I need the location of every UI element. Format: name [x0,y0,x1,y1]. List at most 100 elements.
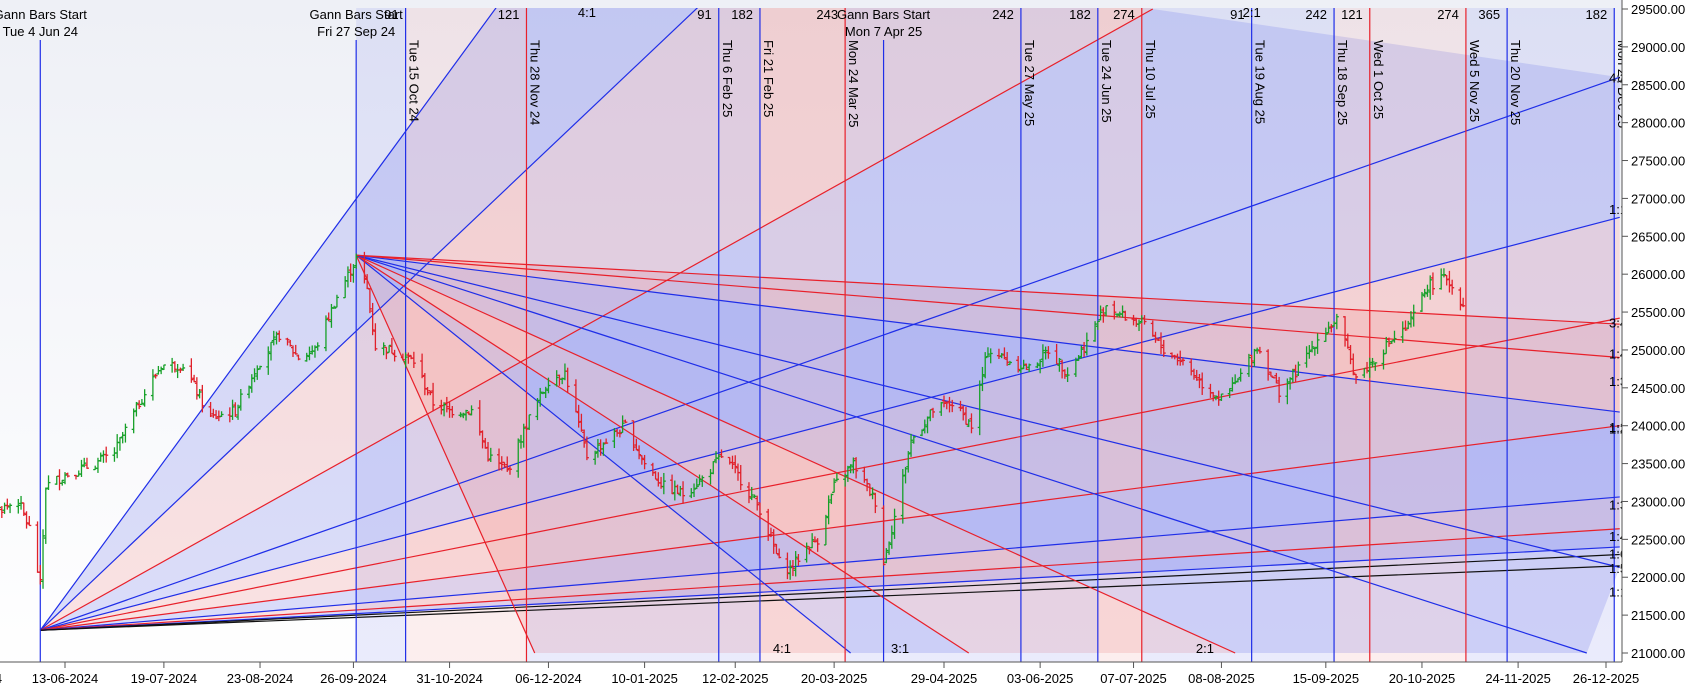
price-bar [546,377,551,394]
gann-start-title-1: Gann Bars Start [310,7,404,22]
price-bar [233,402,238,418]
price-bar [1142,315,1147,325]
fan-0-line-2[interactable] [39,8,1154,631]
price-bar [1334,313,1339,330]
price-bar [43,487,48,544]
cycle-band-1 [405,8,527,662]
price-bar [1389,340,1394,344]
fan-0-line-11[interactable] [40,565,1620,631]
price-bar [832,478,837,493]
y-tick-label-3: 22500.00 [1631,532,1685,547]
price-bar [785,552,790,580]
price-bar [1123,310,1128,321]
price-bar [345,266,350,288]
price-bar [266,346,271,375]
fan-0-line-0[interactable] [39,0,606,631]
fan-0-band-2 [40,9,1620,631]
price-bar [1062,369,1067,379]
price-bar [524,425,529,431]
fan-0-line-6[interactable] [40,425,1620,631]
price-bar [1249,354,1254,368]
fan-0-line-10[interactable] [40,553,1620,631]
price-bar [1266,349,1271,381]
price-bar [1200,372,1205,395]
y-tick-label-9: 25500.00 [1631,305,1685,320]
fan-ratio-label-1: 2:1 [1243,5,1261,20]
fan-1-line-2[interactable] [355,254,970,654]
price-bar [1373,362,1378,371]
fan-1-line-8[interactable] [356,254,1620,325]
price-bar [1137,319,1142,332]
price-bar [1351,353,1356,376]
price-bar [903,466,908,484]
cycle-band-2 [526,8,719,662]
price-bar [939,401,944,416]
price-bar [711,461,716,475]
fan-1-line-7[interactable] [356,254,1620,359]
price-bar [807,546,812,555]
price-bar [931,407,936,418]
fan-0-line-8[interactable] [40,528,1620,631]
price-bar [1430,272,1435,295]
x-tick-label-13: 08-08-2025 [1188,671,1255,686]
cycle-count-9: 242 [1305,7,1327,22]
price-bar [749,486,754,501]
price-bar [1441,268,1446,278]
cycle-band-7 [1097,8,1142,662]
fan-1-line-0[interactable] [355,254,536,654]
price-bar [323,315,328,352]
price-bar [796,553,801,566]
fan-0-line-9[interactable] [40,546,1620,631]
price-bar [370,302,375,336]
price-bar [851,457,856,474]
fan-0-line-4[interactable] [40,216,1620,631]
price-bar [823,514,828,546]
fan-1-line-5[interactable] [356,254,1620,568]
price-bar [1403,320,1408,331]
price-bar [595,439,600,458]
price-bar [214,410,219,420]
price-bar [181,363,186,371]
y-tick-label-1: 21500.00 [1631,608,1685,623]
price-bar [150,369,155,401]
price-bar [579,413,584,432]
gann-start-date-1: Fri 27 Sep 24 [317,24,395,39]
cycle-line-label-1: Thu 28 Nov 24 [527,40,542,125]
price-bar [285,337,290,346]
price-bar [700,475,705,487]
fan-0-line-5[interactable] [40,317,1620,631]
price-bar [716,454,721,461]
price-bar [444,396,449,413]
price-bar [620,415,625,434]
price-bar [332,305,337,309]
fan-0-line-3[interactable] [40,76,1620,631]
fan-1-line-3[interactable] [355,254,1236,654]
price-bar [450,406,455,418]
price-bar [1307,345,1312,359]
price-bar [980,366,985,392]
price-bar [1153,331,1158,343]
fan-0-line-1[interactable] [39,0,856,631]
x-axis-panel [0,662,1622,690]
cycle-line-label-0: Tue 15 Oct 24 [407,40,422,122]
price-bar [238,389,243,411]
price-bar [1419,291,1424,312]
fan-1-line-4[interactable] [355,254,1587,654]
price-bar [1384,336,1389,355]
price-bar [123,423,128,443]
price-bar [1131,314,1136,326]
fan-1-line-6[interactable] [356,254,1620,413]
price-bar [881,505,886,566]
price-bar [1411,304,1416,327]
price-bar [887,541,892,555]
price-bar [258,365,263,370]
price-bar [1093,321,1098,342]
price-bar [84,457,89,469]
price-bar [420,353,425,379]
price-bar [1211,391,1216,402]
gann-start-date-2: Mon 7 Apr 25 [845,24,922,39]
y-tick-label-2: 22000.00 [1631,570,1685,585]
price-bar [1178,350,1183,366]
